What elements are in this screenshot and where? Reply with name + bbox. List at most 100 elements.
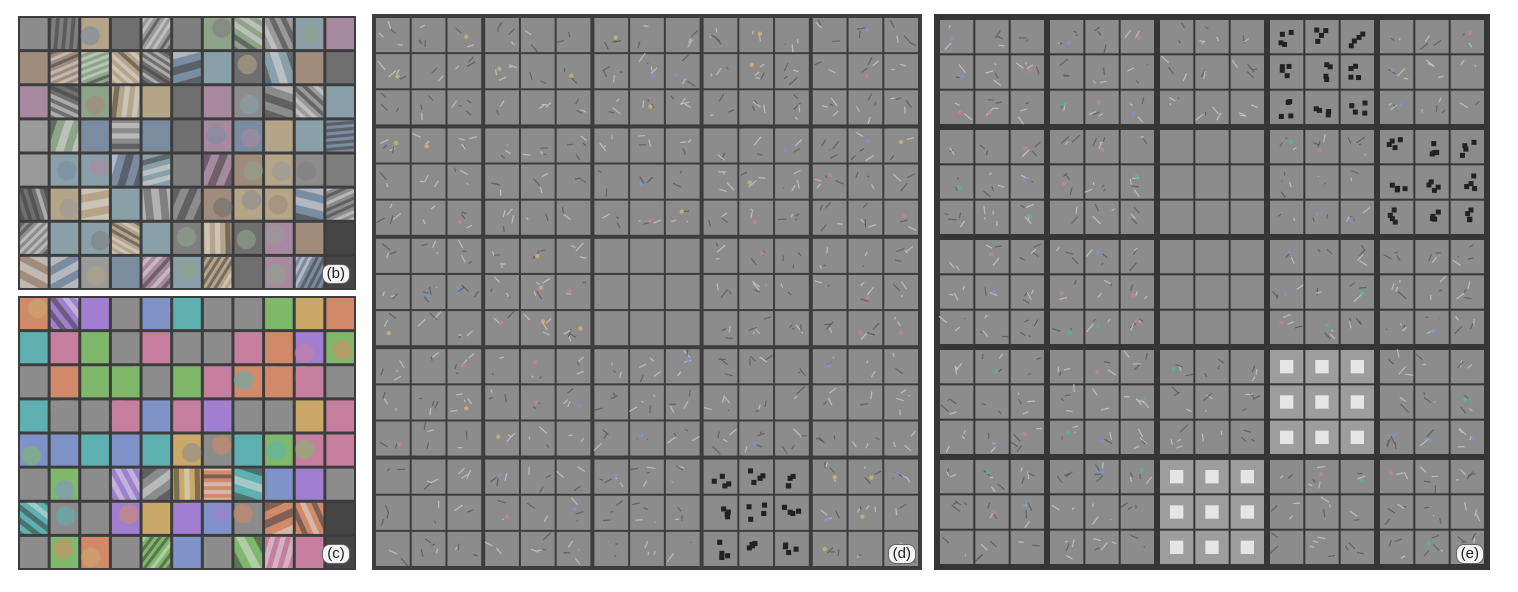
feature-cell xyxy=(1380,20,1414,54)
feature-cell xyxy=(739,495,774,530)
feature-cell xyxy=(1010,200,1044,234)
feature-cell xyxy=(1450,130,1484,164)
filter-patch xyxy=(173,536,201,568)
filter-patch xyxy=(20,400,48,432)
feature-cell xyxy=(1120,350,1154,384)
feature-cell xyxy=(411,128,446,163)
filter-patch xyxy=(265,222,293,254)
feature-cell xyxy=(1050,200,1084,234)
feature-group xyxy=(485,349,591,456)
feature-group xyxy=(812,18,918,125)
feature-cell xyxy=(1450,495,1484,529)
feature-cell xyxy=(556,54,591,89)
feature-cell xyxy=(884,311,918,346)
feature-cell xyxy=(1050,130,1084,164)
filter-patch xyxy=(20,434,48,466)
filter-patch xyxy=(326,120,355,152)
feature-cell xyxy=(1010,130,1044,164)
feature-cell xyxy=(1120,275,1154,309)
feature-cell xyxy=(1270,130,1304,164)
feature-cell xyxy=(812,238,847,273)
feature-cell xyxy=(1270,200,1304,234)
filter-patch xyxy=(326,298,354,330)
feature-cell xyxy=(1230,495,1264,529)
feature-cell xyxy=(594,128,629,163)
filter-patch xyxy=(81,298,109,330)
feature-cell xyxy=(1230,20,1264,54)
feature-cell xyxy=(1120,495,1154,529)
feature-group xyxy=(703,349,809,456)
feature-cell xyxy=(1120,200,1154,234)
feature-cell xyxy=(485,385,519,420)
feature-group xyxy=(1380,240,1484,344)
feature-cell xyxy=(630,495,664,530)
feature-group xyxy=(376,349,482,456)
feature-cell xyxy=(1195,495,1229,529)
feature-cell xyxy=(520,421,555,456)
filter-patch xyxy=(111,502,140,534)
feature-cell xyxy=(884,238,918,273)
feature-cell xyxy=(739,128,774,163)
feature-cell xyxy=(1380,200,1414,234)
feature-cell xyxy=(775,459,809,494)
feature-cell xyxy=(703,311,738,346)
filter-patch xyxy=(142,188,171,220)
feature-group xyxy=(938,240,1044,344)
feature-cell xyxy=(1340,310,1374,344)
feature-cell xyxy=(594,200,629,235)
filter-patch xyxy=(111,120,140,152)
filter-patch xyxy=(203,366,232,439)
feature-cell xyxy=(1050,275,1084,309)
filter-patch xyxy=(111,52,140,84)
filter-patch xyxy=(203,222,232,254)
feature-cell xyxy=(1450,420,1484,454)
feature-cell xyxy=(1305,55,1339,89)
feature-cell xyxy=(411,495,446,530)
feature-cell xyxy=(940,200,974,234)
filter-patch xyxy=(142,536,171,568)
feature-cell xyxy=(975,420,1009,454)
feature-cell xyxy=(812,274,847,310)
filter-patch xyxy=(203,502,232,534)
feature-cell xyxy=(812,385,847,420)
filter-patch xyxy=(50,52,79,84)
feature-cell xyxy=(884,349,918,384)
feature-cell xyxy=(1269,530,1304,564)
feature-group xyxy=(940,350,1044,454)
feature-group xyxy=(1380,460,1484,564)
feature-cell xyxy=(1085,240,1119,274)
filter-patch xyxy=(203,154,232,186)
filter-patch xyxy=(50,502,79,534)
feature-cell xyxy=(1195,130,1229,164)
feature-cell xyxy=(594,54,629,89)
filter-patch xyxy=(265,18,293,50)
feature-cell xyxy=(447,421,482,456)
feature-cell xyxy=(485,238,519,273)
feature-cell xyxy=(630,459,664,494)
feature-cell xyxy=(739,54,774,89)
filter-patch xyxy=(203,298,232,330)
feature-cell xyxy=(812,495,847,530)
feature-cell xyxy=(520,200,555,235)
feature-cell xyxy=(1380,420,1414,454)
feature-cell xyxy=(1450,165,1484,199)
filter-patch xyxy=(20,18,48,50)
feature-cell xyxy=(1010,460,1044,494)
feature-group xyxy=(594,238,700,346)
feature-cell xyxy=(1085,385,1119,419)
feature-cell xyxy=(485,18,519,53)
filter-patch xyxy=(81,120,109,152)
filter-patch xyxy=(81,400,109,432)
feature-cell xyxy=(1270,240,1304,274)
filter-patch xyxy=(265,298,293,330)
filter-patch xyxy=(233,366,263,398)
feature-cell xyxy=(1120,55,1154,89)
feature-cell xyxy=(1230,55,1264,89)
feature-cell xyxy=(1160,240,1194,274)
feature-group xyxy=(1380,130,1484,234)
filter-patch xyxy=(81,332,109,364)
feature-cell xyxy=(1120,20,1154,54)
filter-grid-b xyxy=(20,18,355,288)
feature-cell xyxy=(812,54,847,89)
feature-group xyxy=(1050,130,1154,234)
